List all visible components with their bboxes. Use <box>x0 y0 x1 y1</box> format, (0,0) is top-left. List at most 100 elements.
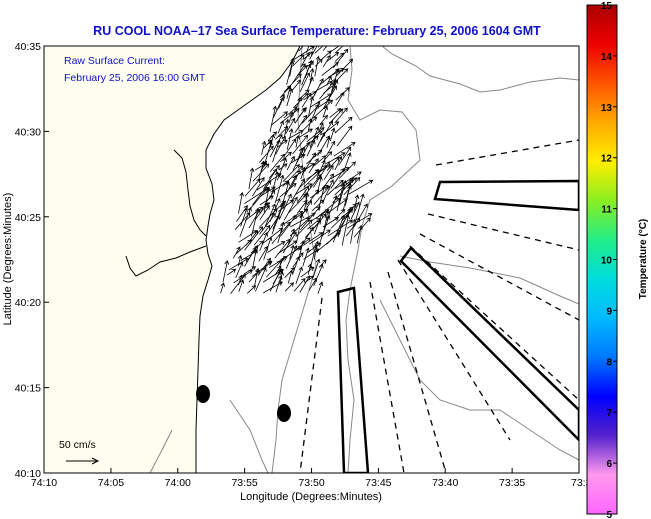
current-vector <box>290 178 305 203</box>
current-vector <box>335 87 350 101</box>
current-vector <box>264 140 273 165</box>
current-vectors <box>220 46 374 294</box>
current-vector <box>278 256 285 268</box>
current-vector <box>315 232 341 253</box>
current-vector <box>277 240 298 255</box>
current-vector <box>295 134 300 148</box>
current-vector <box>306 149 323 165</box>
y-tick-label: 40:20 <box>15 297 41 309</box>
current-vector <box>300 205 321 231</box>
current-vector <box>309 68 315 84</box>
current-vector <box>297 128 313 139</box>
y-tick-label: 40:25 <box>15 212 41 224</box>
current-vector <box>273 93 285 118</box>
current-vector <box>239 206 252 238</box>
x-tick-label: 73:55 <box>231 477 257 489</box>
current-vector <box>295 183 313 195</box>
current-vector <box>303 232 324 246</box>
current-vector <box>301 63 312 86</box>
current-vector <box>220 282 225 294</box>
current-vector <box>238 274 243 286</box>
current-vector <box>279 151 292 163</box>
current-vector <box>307 263 313 275</box>
current-vector <box>322 105 329 118</box>
current-vector <box>251 260 273 277</box>
current-vector <box>258 160 266 182</box>
current-vector <box>309 93 332 108</box>
current-vector <box>253 224 271 246</box>
y-tick-label: 40:30 <box>15 126 41 138</box>
current-vector <box>282 165 304 187</box>
colorbar-tick-label: 7 <box>606 408 612 419</box>
current-vector <box>313 99 334 118</box>
current-vector <box>285 245 298 269</box>
current-vector <box>320 50 332 61</box>
current-vector <box>317 185 326 211</box>
current-vector <box>252 180 272 206</box>
current-vector <box>296 185 310 204</box>
current-vector <box>277 139 288 148</box>
current-vector <box>293 92 309 108</box>
current-vector <box>299 275 310 293</box>
coastline <box>195 46 301 473</box>
current-vector <box>335 58 354 77</box>
current-vector <box>355 193 365 222</box>
vector-scale-arrow <box>66 457 100 465</box>
current-vector <box>252 248 258 269</box>
current-vector <box>232 246 241 259</box>
current-vector <box>259 231 268 252</box>
current-vector <box>330 167 345 189</box>
current-vector <box>282 164 300 182</box>
current-vector <box>263 281 283 294</box>
current-vector <box>314 155 327 167</box>
current-vector <box>313 212 323 235</box>
current-vector <box>342 182 352 212</box>
current-vector <box>269 105 278 132</box>
current-vector <box>286 88 294 107</box>
current-vector <box>335 171 362 190</box>
current-vector <box>294 107 306 124</box>
current-vector <box>264 203 276 227</box>
current-vector <box>353 194 360 212</box>
current-vector <box>254 202 269 220</box>
current-vector <box>240 207 248 227</box>
colorbar-label: Temperature (°C) <box>638 219 649 300</box>
current-vector <box>300 116 318 133</box>
current-vector <box>306 139 316 157</box>
current-vector <box>252 177 265 197</box>
current-vector <box>263 168 278 189</box>
current-vector <box>298 46 304 52</box>
current-vector <box>269 134 283 158</box>
current-vector <box>278 193 292 220</box>
current-vector <box>319 114 328 125</box>
current-vector <box>322 151 333 163</box>
vector-scale-label: 50 cm/s <box>59 439 96 451</box>
current-vector <box>312 258 321 278</box>
current-vector <box>259 212 276 235</box>
colorbar-tick-label: 9 <box>606 306 612 317</box>
current-vector <box>238 279 245 292</box>
current-vector <box>317 281 324 294</box>
current-vector <box>297 89 310 102</box>
colorbar-tick-label: 12 <box>601 154 613 165</box>
current-vector <box>296 213 304 244</box>
current-vector <box>322 46 328 52</box>
current-vector <box>286 59 295 85</box>
current-vector <box>287 269 294 284</box>
current-vector <box>284 138 297 157</box>
current-vector <box>300 52 310 68</box>
bathymetry-contour <box>149 399 269 473</box>
current-vector <box>271 203 285 235</box>
current-vector <box>244 226 264 251</box>
current-vector <box>294 114 308 133</box>
x-tick-label: 73:40 <box>432 477 458 489</box>
current-vector <box>306 46 310 53</box>
current-vector <box>259 205 270 220</box>
current-vector <box>338 161 356 179</box>
current-vector <box>268 164 280 179</box>
current-vector <box>319 214 331 244</box>
colorbar-gradient <box>586 4 618 515</box>
current-vector <box>222 260 230 283</box>
current-vector <box>313 161 330 188</box>
current-vector <box>259 145 274 163</box>
